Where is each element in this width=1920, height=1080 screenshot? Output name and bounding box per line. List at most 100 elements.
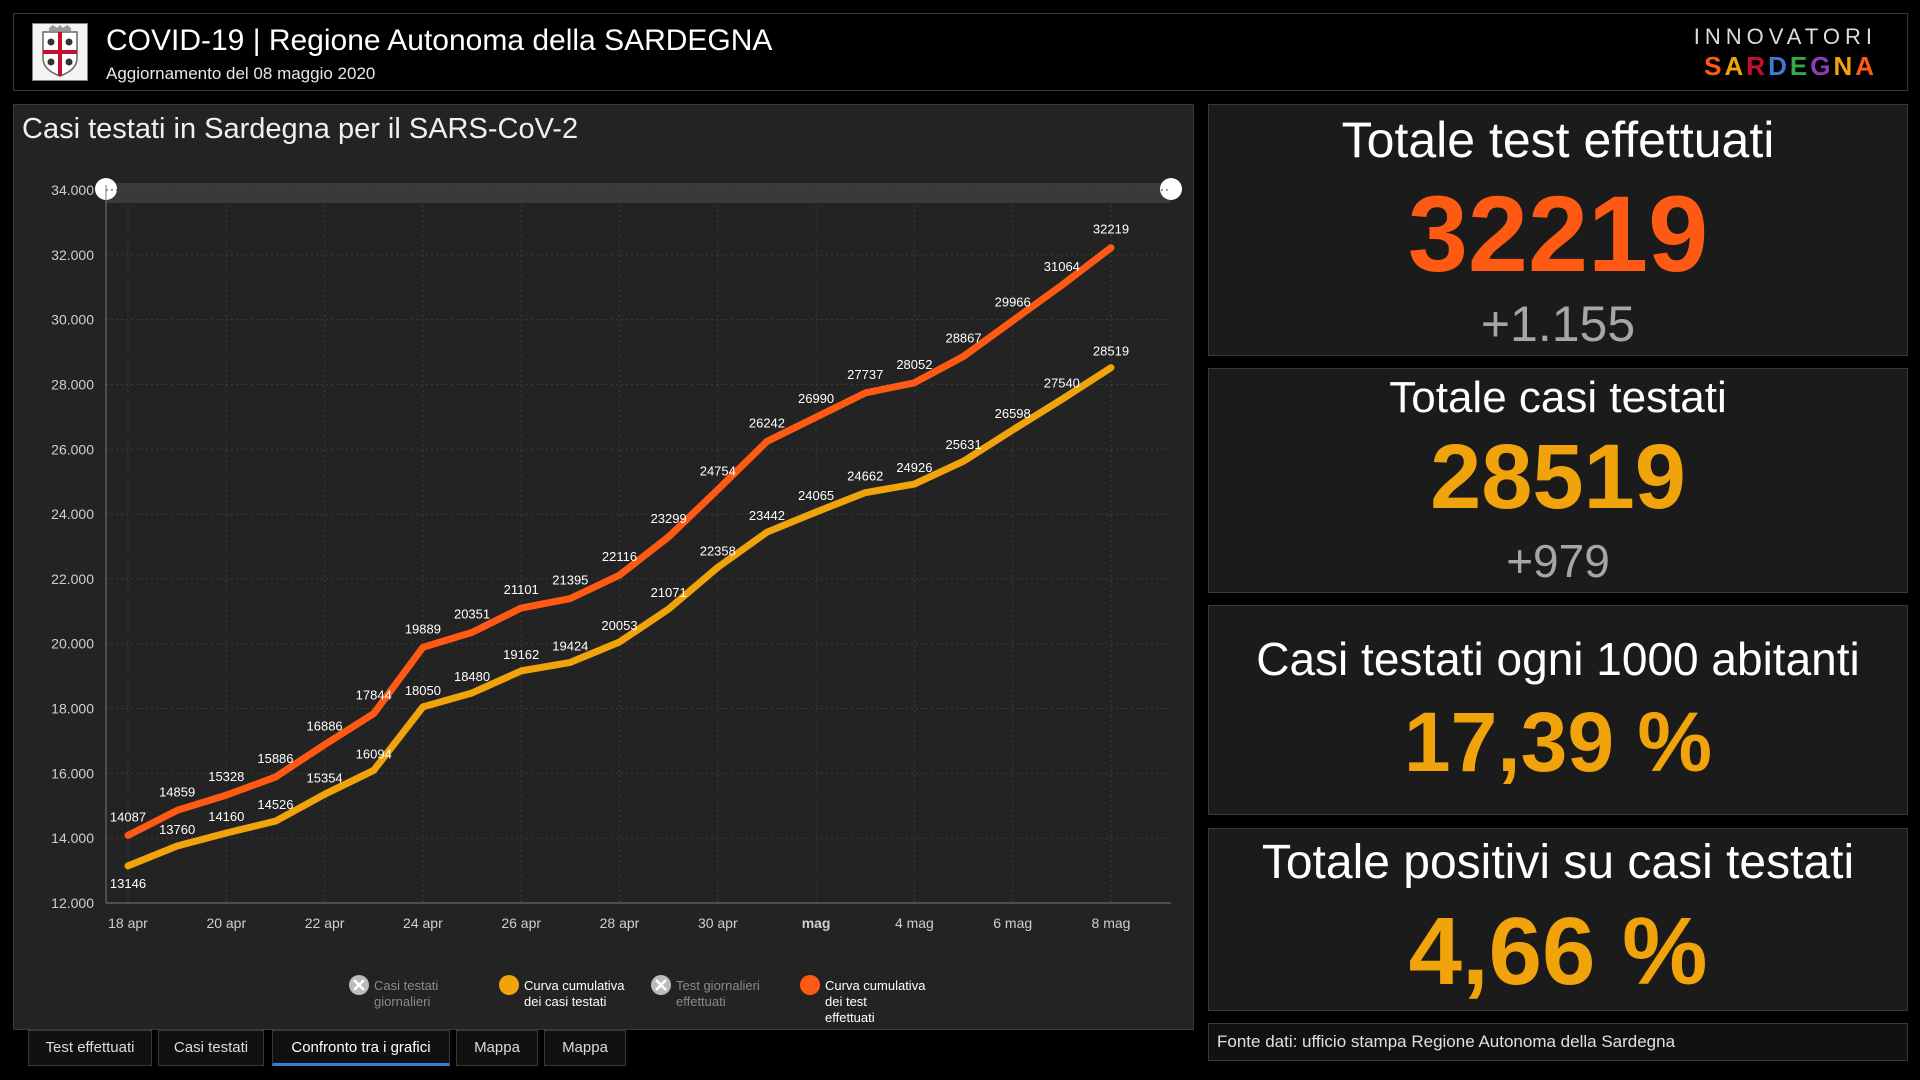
data-label: 28867	[945, 330, 981, 345]
data-label: 15886	[257, 751, 293, 766]
y-tick-label: 12.000	[51, 895, 94, 911]
x-tick-label: 6 mag	[993, 915, 1032, 931]
legend-swatch[interactable]	[499, 975, 519, 995]
data-label: 25631	[945, 437, 981, 452]
data-label: 29966	[995, 295, 1031, 310]
data-label: 27737	[847, 367, 883, 382]
legend-label: Casi testati	[374, 978, 438, 993]
data-label: 24065	[798, 488, 834, 503]
stat-value-test: 32219	[1407, 173, 1709, 294]
legend-label: dei test	[825, 994, 867, 1009]
data-label: 26242	[749, 415, 785, 430]
data-label: 21101	[504, 582, 539, 597]
data-label: 14087	[110, 809, 146, 824]
legend-label: dei casi testati	[524, 994, 606, 1009]
data-label: 22358	[700, 543, 736, 558]
data-label: 16886	[307, 719, 343, 734]
data-label: 13760	[159, 822, 195, 837]
y-tick-label: 30.000	[51, 312, 94, 328]
y-tick-label: 26.000	[51, 441, 94, 457]
data-label: 17844	[356, 688, 392, 703]
x-tick-label: 4 mag	[895, 915, 934, 931]
legend-label: Test giornalieri	[676, 978, 760, 993]
data-label: 24662	[847, 469, 883, 484]
legend-label: Curva cumulativa	[524, 978, 625, 993]
brand-logo-top: INNOVATORI	[1693, 24, 1877, 49]
legend-label: effettuati	[676, 994, 726, 1009]
page-title: COVID-19 | Regione Autonoma della SARDEG…	[106, 24, 773, 57]
data-label: 31064	[1044, 259, 1080, 274]
x-tick-label: 24 apr	[403, 915, 443, 931]
data-label: 14859	[159, 784, 195, 799]
y-tick-label: 22.000	[51, 571, 94, 587]
data-label: 21071	[651, 585, 687, 600]
x-tick-label: 26 apr	[501, 915, 541, 931]
data-label: 32219	[1093, 222, 1129, 237]
y-tick-label: 24.000	[51, 506, 94, 522]
brand-logo-bottom: SARDEGNA	[1704, 51, 1877, 81]
tab-mappa-2[interactable]: Mappa	[544, 1030, 626, 1066]
x-tick-label: 20 apr	[206, 915, 246, 931]
data-label: 23299	[651, 511, 687, 526]
tab-mappa-1[interactable]: Mappa	[456, 1030, 538, 1066]
data-label: 21395	[552, 573, 588, 588]
y-tick-label: 32.000	[51, 247, 94, 263]
range-handle-right[interactable]	[1160, 178, 1182, 200]
disabled-x-icon	[655, 979, 667, 991]
x-tick-label: 8 mag	[1092, 915, 1131, 931]
data-label: 14160	[208, 809, 244, 824]
y-tick-label: 28.000	[51, 376, 94, 392]
data-label: 20351	[454, 606, 490, 621]
stat-delta-casi: +979	[1506, 535, 1610, 587]
data-label: 28519	[1093, 344, 1129, 359]
data-label: 15354	[307, 770, 343, 785]
data-label: 18050	[405, 683, 441, 698]
tab-casi-testati[interactable]: Casi testati	[158, 1030, 264, 1066]
data-label: 24926	[896, 460, 932, 475]
legend-swatch[interactable]	[800, 975, 820, 995]
stat-label-test: Totale test effettuati	[1341, 112, 1775, 168]
x-tick-label: 30 apr	[698, 915, 738, 931]
data-label: 19424	[552, 638, 588, 653]
series-line-2	[124, 364, 1115, 870]
tab-confronto[interactable]: Confronto tra i grafici	[272, 1030, 450, 1066]
header-bar: COVID-19 | Regione Autonoma della SARDEG…	[13, 13, 1908, 91]
x-tick-label: 18 apr	[108, 915, 148, 931]
stat-card-positivi: Totale positivi su casi testati 4,66 %	[1208, 828, 1908, 1011]
data-label: 18480	[454, 669, 490, 684]
y-tick-label: 18.000	[51, 701, 94, 717]
stat-card-test: Totale test effettuati 32219 +1.155	[1208, 104, 1908, 356]
data-label: 14526	[257, 797, 293, 812]
data-label: 13146	[110, 876, 146, 891]
data-label: 22116	[602, 549, 637, 564]
stat-value-per1000: 17,39 %	[1403, 695, 1713, 789]
stat-value-casi: 28519	[1430, 426, 1686, 528]
line-chart: 12.000 14.000 16.000 18.000 20.000 22.000 24.0…	[51, 178, 1182, 1025]
range-slider-track	[106, 183, 1171, 203]
data-label: 24754	[700, 464, 736, 479]
y-tick-label: 34.000	[51, 182, 94, 198]
x-tick-label: mag	[802, 915, 831, 931]
chart-title: Casi testati in Sardegna per il SARS-CoV…	[22, 113, 579, 145]
tab-test-effettuati[interactable]: Test effettuati	[28, 1030, 152, 1066]
x-tick-label: 22 apr	[305, 915, 345, 931]
data-label: 19162	[503, 647, 539, 662]
data-label: 20053	[601, 618, 637, 633]
data-label: 27540	[1044, 375, 1080, 390]
stat-card-per1000: Casi testati ogni 1000 abitanti 17,39 %	[1208, 605, 1908, 815]
y-tick-label: 16.000	[51, 765, 94, 781]
disabled-x-icon	[353, 979, 365, 991]
y-tick-label: 14.000	[51, 830, 94, 846]
legend-label: giornalieri	[374, 994, 430, 1009]
data-source-note: Fonte dati: ufficio stampa Regione Auton…	[1208, 1023, 1908, 1061]
data-label: 19889	[405, 621, 441, 636]
data-label: 15328	[208, 769, 244, 784]
stat-label-casi: Totale casi testati	[1389, 373, 1727, 422]
chart-panel: Casi testati in Sardegna per il SARS-CoV…	[13, 104, 1194, 1030]
series-line-1	[124, 244, 1115, 839]
x-tick-label: 28 apr	[600, 915, 640, 931]
data-label: 16094	[356, 746, 392, 761]
data-label: 26990	[798, 391, 834, 406]
data-label: 23442	[749, 508, 785, 523]
stat-label-positivi: Totale positivi su casi testati	[1261, 836, 1855, 889]
